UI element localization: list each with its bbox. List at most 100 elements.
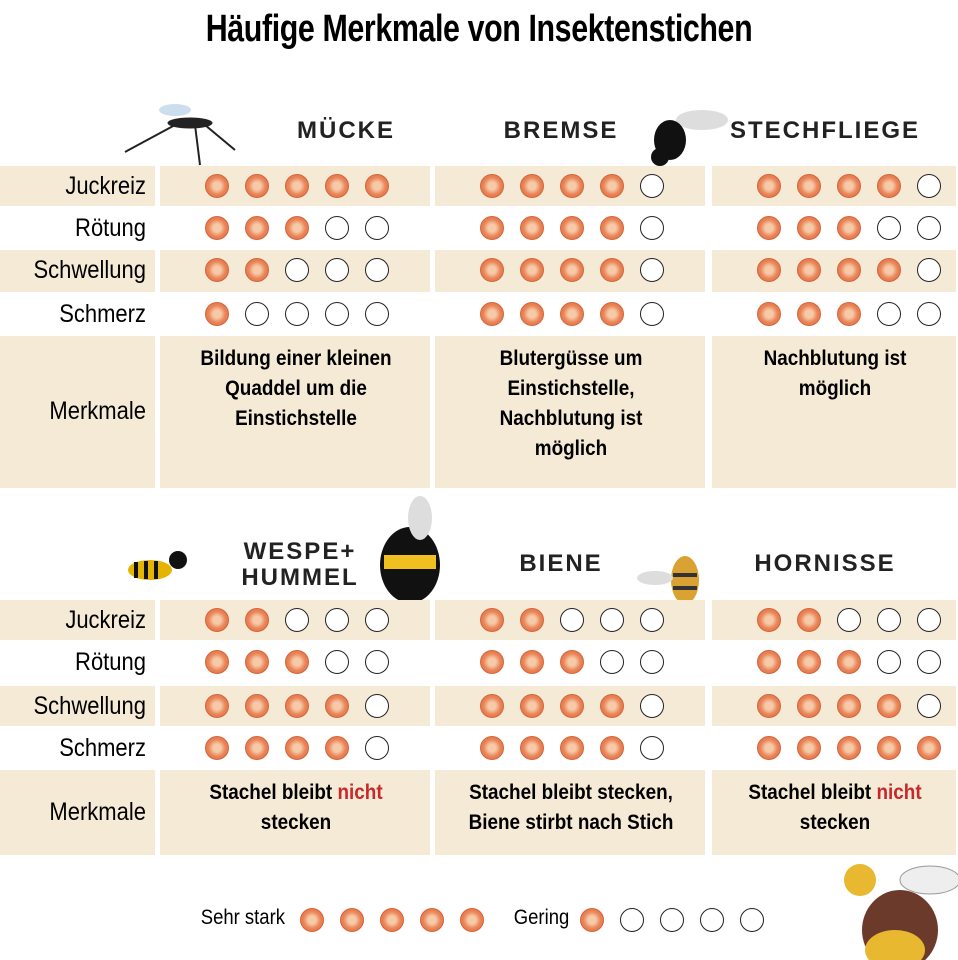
dot xyxy=(837,302,861,326)
rating-dots xyxy=(205,302,405,328)
note-part: Blutergüsse um Einstichstelle, Nachblutu… xyxy=(499,347,643,460)
dot xyxy=(757,174,781,198)
rating-dots xyxy=(757,608,957,634)
dot xyxy=(365,302,389,326)
dot xyxy=(365,650,389,674)
row-band xyxy=(712,250,956,292)
dot xyxy=(340,908,364,932)
legend-label: Gering xyxy=(513,906,570,929)
row-band xyxy=(712,600,956,640)
dot xyxy=(245,216,269,240)
dot xyxy=(600,736,624,760)
row-label: Schmerz xyxy=(59,300,146,328)
dot xyxy=(285,736,309,760)
dot xyxy=(325,736,349,760)
note-text: Blutergüsse um Einstichstelle, Nachblutu… xyxy=(462,344,680,464)
note-cell xyxy=(712,336,956,488)
rating-dots xyxy=(480,258,680,284)
note-part: nicht xyxy=(876,781,922,804)
row-label: Rötung xyxy=(75,214,146,242)
insect-name: HORNISSE xyxy=(754,550,896,577)
dot xyxy=(325,694,349,718)
dot xyxy=(365,736,389,760)
dot xyxy=(917,174,941,198)
rating-dots xyxy=(300,908,500,934)
rating-dots xyxy=(757,302,957,328)
dot xyxy=(420,908,444,932)
dot xyxy=(620,908,644,932)
dot xyxy=(797,216,821,240)
dot xyxy=(797,174,821,198)
dot xyxy=(245,302,269,326)
dot xyxy=(560,216,584,240)
dot xyxy=(877,258,901,282)
insect-name: STECHFLIEGE xyxy=(729,117,920,144)
note-part: Nachblutung ist möglich xyxy=(763,347,907,400)
dot xyxy=(520,650,544,674)
dot xyxy=(877,302,901,326)
dot xyxy=(520,694,544,718)
dot xyxy=(917,608,941,632)
rating-dots xyxy=(205,608,405,634)
dot xyxy=(917,650,941,674)
dot xyxy=(205,650,229,674)
dot xyxy=(205,302,229,326)
dot xyxy=(285,302,309,326)
dot xyxy=(757,302,781,326)
dot xyxy=(600,302,624,326)
row-band xyxy=(712,166,956,206)
dot xyxy=(205,258,229,282)
dot xyxy=(520,174,544,198)
dot xyxy=(757,650,781,674)
dot xyxy=(640,174,664,198)
dot xyxy=(520,608,544,632)
dot xyxy=(837,258,861,282)
dot xyxy=(205,174,229,198)
row-band xyxy=(0,686,155,726)
dot xyxy=(837,608,861,632)
dot xyxy=(480,650,504,674)
row-label: Merkmale xyxy=(49,797,146,826)
dot xyxy=(480,302,504,326)
rating-dots xyxy=(757,174,957,200)
dot xyxy=(380,908,404,932)
dot xyxy=(245,174,269,198)
rating-dots xyxy=(480,736,680,762)
dot xyxy=(640,608,664,632)
dot xyxy=(837,650,861,674)
dot xyxy=(757,736,781,760)
dot xyxy=(460,908,484,932)
dot xyxy=(797,736,821,760)
dot xyxy=(640,258,664,282)
dot xyxy=(245,650,269,674)
dot xyxy=(797,650,821,674)
dot xyxy=(797,258,821,282)
row-label: Schmerz xyxy=(59,734,146,762)
row-band xyxy=(0,336,155,488)
note-cell xyxy=(160,770,430,855)
dot xyxy=(640,216,664,240)
dot xyxy=(917,302,941,326)
dot xyxy=(560,174,584,198)
note-part: stecken xyxy=(799,811,871,834)
rating-dots xyxy=(205,174,405,200)
dot xyxy=(285,258,309,282)
row-band xyxy=(0,250,155,292)
dot xyxy=(480,736,504,760)
dot xyxy=(600,216,624,240)
wasp-icon xyxy=(128,551,187,580)
rating-dots xyxy=(757,736,957,762)
dot xyxy=(917,258,941,282)
note-part: Stachel bleibt xyxy=(209,781,338,804)
dot xyxy=(480,608,504,632)
insect-name: BIENE xyxy=(519,550,603,577)
dot xyxy=(245,608,269,632)
rating-dots xyxy=(757,694,957,720)
dot xyxy=(325,216,349,240)
dot xyxy=(757,608,781,632)
dot xyxy=(757,694,781,718)
dot xyxy=(480,216,504,240)
dot xyxy=(877,216,901,240)
